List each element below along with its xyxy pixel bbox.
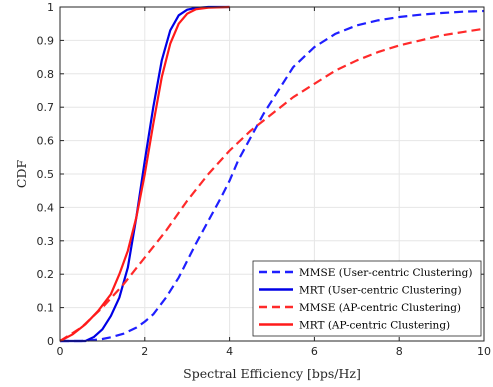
legend-label-2: MRT (User-centric Clustering) [299, 285, 462, 297]
series-line-2 [60, 5, 230, 343]
series-layer [59, 5, 485, 343]
legend-label-1: MMSE (User-centric Clustering) [299, 267, 472, 279]
x-tick-label: 8 [396, 345, 403, 358]
series-line-4 [59, 5, 230, 342]
x-tick-label: 0 [57, 345, 64, 358]
y-tick-label: 0.2 [37, 268, 55, 281]
legend: MMSE (User-centric Clustering) MRT (User-… [252, 260, 482, 337]
y-tick-label: 0.9 [37, 34, 55, 47]
y-axis-label: CDF [14, 160, 29, 189]
y-tick-label: 0.4 [37, 201, 55, 214]
x-tick-label: 10 [477, 345, 491, 358]
series-line-1 [60, 9, 485, 343]
series-line-3 [59, 27, 485, 342]
y-tick-label: 0.6 [37, 135, 55, 148]
legend-label-3: MMSE (AP-centric Clustering) [299, 302, 461, 314]
x-tick-label: 2 [141, 345, 148, 358]
x-tick-label: 6 [311, 345, 318, 358]
x-axis-label: Spectral Efficiency [bps/Hz] [183, 366, 361, 381]
y-tick-label: 0.5 [37, 168, 55, 181]
y-tick-label: 0 [47, 335, 54, 348]
y-tick-label: 0.1 [37, 302, 55, 315]
y-tick-label: 1 [47, 1, 54, 14]
y-tick-label: 0.7 [37, 101, 55, 114]
legend-label-4: MRT (AP-centric Clustering) [299, 320, 450, 332]
x-tick-label: 4 [226, 345, 233, 358]
y-tick-label: 0.8 [37, 68, 55, 81]
ticks: 0 2 4 6 8 10 0 0.1 0.2 0.3 0.4 0.5 0.6 0.7 0.8 0.9 1 [37, 1, 492, 358]
y-tick-label: 0.3 [37, 235, 55, 248]
